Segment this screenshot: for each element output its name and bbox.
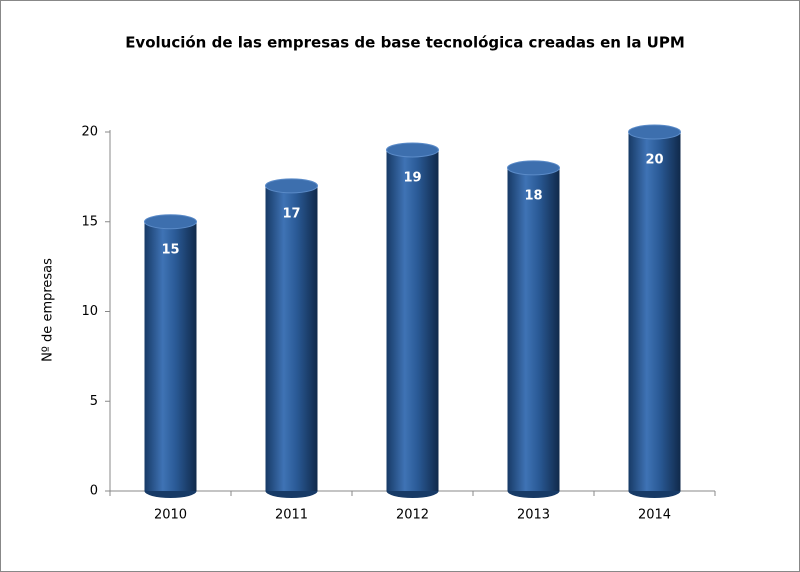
data-label: 18 bbox=[524, 188, 542, 203]
x-tick-label: 2012 bbox=[396, 508, 429, 523]
x-tick-label: 2013 bbox=[517, 508, 550, 523]
bar-top bbox=[507, 160, 560, 176]
bar bbox=[628, 132, 681, 491]
y-tick-label: 10 bbox=[81, 304, 98, 319]
x-tick-label: 2010 bbox=[154, 508, 187, 523]
data-label: 15 bbox=[161, 242, 179, 257]
bar bbox=[144, 221, 197, 491]
data-label: 20 bbox=[645, 153, 663, 168]
y-tick-label: 15 bbox=[81, 214, 98, 229]
data-label: 19 bbox=[403, 170, 421, 185]
bar-top bbox=[628, 124, 681, 140]
x-tick-label: 2011 bbox=[275, 508, 308, 523]
chart-title: Evolución de las empresas de base tecnol… bbox=[125, 34, 685, 52]
bar bbox=[265, 185, 318, 491]
bar-top bbox=[386, 142, 439, 158]
bar-top bbox=[265, 178, 318, 194]
y-tick-label: 5 bbox=[90, 394, 98, 409]
data-label: 17 bbox=[282, 206, 300, 221]
y-axis-label: Nº de empresas bbox=[41, 258, 56, 362]
y-tick-label: 20 bbox=[81, 125, 98, 140]
bar bbox=[386, 149, 439, 491]
y-tick-label: 0 bbox=[90, 484, 98, 499]
bar bbox=[507, 167, 560, 491]
bar-top bbox=[144, 214, 197, 230]
x-tick-label: 2014 bbox=[638, 508, 671, 523]
